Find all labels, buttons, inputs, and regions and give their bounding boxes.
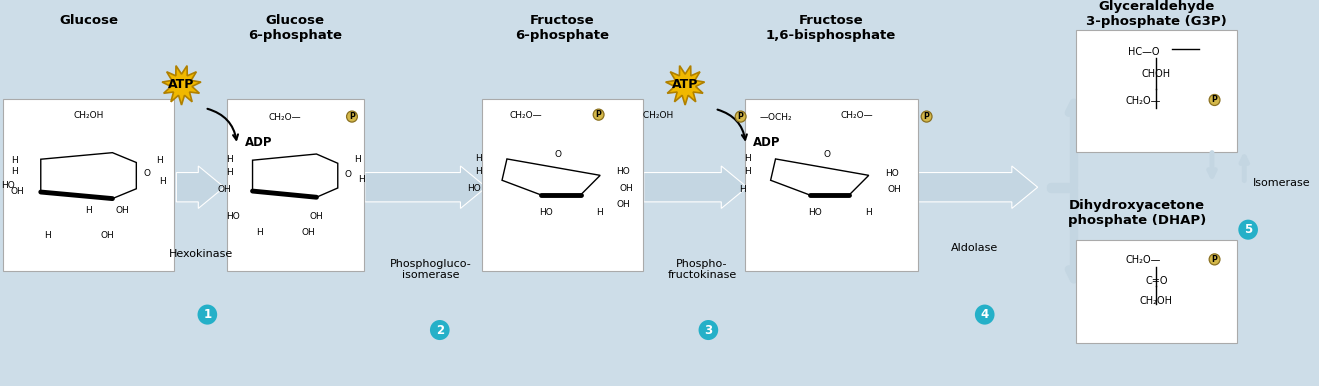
Text: OH: OH [616,200,630,209]
Text: Dihydroxyacetone
phosphate (DHAP): Dihydroxyacetone phosphate (DHAP) [1068,199,1206,227]
Text: P: P [596,110,601,119]
Text: H: H [226,168,232,177]
Text: Hexokinase: Hexokinase [169,249,233,259]
Text: HO: HO [809,208,822,217]
Text: HO: HO [616,167,630,176]
Ellipse shape [921,111,933,122]
Ellipse shape [1210,254,1220,265]
Text: 2: 2 [435,323,445,337]
Text: CH₂O—: CH₂O— [510,111,542,120]
Text: Fructose
6-phosphate: Fructose 6-phosphate [516,14,609,42]
Text: HO: HO [467,184,480,193]
Text: 4: 4 [980,308,989,321]
Text: —OCH₂: —OCH₂ [760,113,793,122]
Ellipse shape [198,305,218,325]
FancyBboxPatch shape [4,99,174,271]
Polygon shape [177,166,224,208]
Text: ATP: ATP [169,78,195,91]
Text: CH₂O—: CH₂O— [1126,255,1161,265]
Ellipse shape [594,109,604,120]
Text: ATP: ATP [671,78,698,91]
Text: H: H [86,206,92,215]
Text: OH: OH [619,184,633,193]
Polygon shape [666,66,704,105]
Text: CH₂OH: CH₂OH [1140,296,1173,306]
Text: CH₂O—: CH₂O— [1126,96,1161,106]
Ellipse shape [735,111,747,122]
Text: H: H [44,231,50,240]
Ellipse shape [975,305,995,325]
Text: H: H [158,177,165,186]
Text: 5: 5 [1244,223,1252,236]
Text: H: H [744,167,751,176]
Text: Fructose
1,6-bisphosphate: Fructose 1,6-bisphosphate [766,14,896,42]
Text: HO: HO [227,212,240,221]
Text: H: H [475,154,483,163]
FancyBboxPatch shape [1076,30,1236,152]
Text: CHOH: CHOH [1142,69,1171,79]
Text: CH₂O—: CH₂O— [269,113,301,122]
Text: HO: HO [1,181,16,190]
Text: ADP: ADP [245,136,273,149]
Text: OH: OH [11,186,25,196]
Text: H: H [226,155,232,164]
Text: 3: 3 [704,323,712,337]
Text: CH₂O—: CH₂O— [840,111,873,120]
Text: P: P [1212,255,1217,264]
Text: P: P [350,112,355,121]
Ellipse shape [699,320,719,340]
Text: OH: OH [115,206,129,215]
Text: ADP: ADP [753,136,781,149]
FancyBboxPatch shape [227,99,364,271]
Text: Glyceraldehyde
3-phosphate (G3P): Glyceraldehyde 3-phosphate (G3P) [1086,0,1227,29]
Text: Phosphogluco-
isomerase: Phosphogluco- isomerase [390,259,472,280]
Polygon shape [365,166,487,208]
Text: Isomerase: Isomerase [1253,178,1311,188]
Text: C=O: C=O [1145,276,1167,286]
Text: H: H [865,208,872,217]
Text: H: H [475,167,483,176]
FancyBboxPatch shape [483,99,642,271]
Text: Aldolase: Aldolase [951,243,998,253]
Polygon shape [162,66,200,105]
Polygon shape [644,166,747,208]
FancyBboxPatch shape [744,99,918,271]
Text: P: P [1212,95,1217,105]
Text: H: H [744,154,751,163]
Text: H: H [12,156,18,165]
Text: CH₂OH: CH₂OH [640,111,673,120]
Text: O: O [823,149,831,159]
Text: HC—O: HC—O [1128,47,1159,57]
FancyBboxPatch shape [1076,240,1236,343]
Text: H: H [156,156,164,165]
Text: CH₂OH: CH₂OH [74,111,104,120]
Text: Glucose
6-phosphate: Glucose 6-phosphate [248,14,342,42]
Polygon shape [918,166,1038,208]
Text: OH: OH [218,185,231,194]
Text: H: H [353,155,360,164]
Text: O: O [555,149,562,159]
Text: OH: OH [888,185,901,195]
Text: H: H [12,167,18,176]
Text: 1: 1 [203,308,211,321]
Text: OH: OH [301,228,315,237]
Text: P: P [923,112,930,121]
Text: H: H [596,208,603,217]
Text: Phospho-
fructokinase: Phospho- fructokinase [667,259,736,280]
Text: H: H [739,185,745,194]
Text: Glucose: Glucose [59,14,117,27]
Text: O: O [144,169,150,178]
Ellipse shape [430,320,450,340]
Text: P: P [737,112,744,121]
Text: HO: HO [539,208,553,217]
Text: H: H [357,175,364,184]
Ellipse shape [347,111,357,122]
Text: H: H [256,228,262,237]
Ellipse shape [1210,95,1220,105]
Text: OH: OH [310,212,323,221]
Text: O: O [344,170,352,179]
Ellipse shape [1239,220,1258,240]
Text: HO: HO [885,169,898,178]
Text: OH: OH [100,231,115,240]
